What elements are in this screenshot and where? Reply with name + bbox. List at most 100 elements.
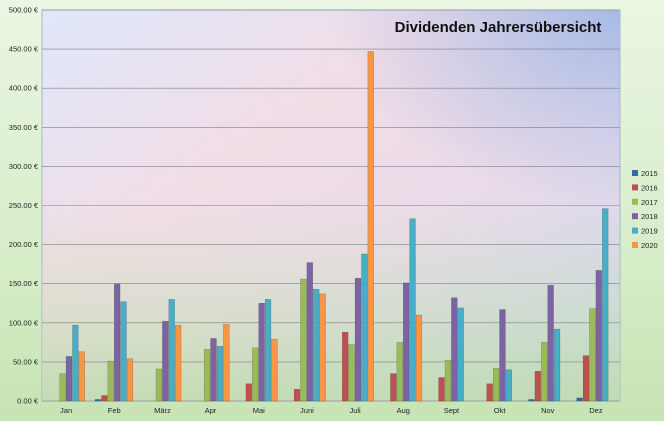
- bar-2016-Sept: [438, 377, 445, 402]
- bar-2018-Okt: [499, 309, 506, 402]
- bar-2016-Juli: [342, 331, 349, 402]
- x-category-label: Dez: [589, 406, 603, 415]
- bar-2017-Juni: [300, 278, 307, 402]
- bar-2019-Aug: [409, 218, 416, 402]
- bar-2018-Apr: [210, 338, 217, 402]
- x-category-label: Mai: [253, 406, 265, 415]
- bar-2016-Dez: [582, 355, 590, 402]
- bar-2018-Jan: [65, 356, 73, 402]
- x-category-label: Juni: [300, 406, 314, 415]
- bar-2017-Sept: [444, 360, 452, 402]
- bar-2018-Mai: [258, 303, 265, 402]
- bar-2018-Sept: [451, 297, 458, 402]
- y-tick-label: 500.00 €: [9, 6, 39, 15]
- bar-2016-Mai: [245, 383, 252, 402]
- bar-2017-Juli: [348, 344, 355, 402]
- bar-2017-März: [155, 368, 163, 402]
- bar-2020-Jan: [78, 351, 85, 402]
- y-tick-label: 150.00 €: [9, 279, 39, 288]
- x-axis-category-labels: Jan Feb März Apr Mai Juni Juli Aug Sept Okt Nov Dez: [60, 406, 603, 415]
- bar-2019-Okt: [505, 369, 512, 402]
- bar-2020-März: [175, 324, 182, 402]
- legend-swatch: [632, 170, 638, 176]
- bar-2017-Feb: [107, 360, 114, 402]
- bar-2019-Feb: [120, 301, 127, 402]
- bar-2020-Juli: [367, 51, 374, 402]
- x-category-label: Apr: [205, 406, 217, 415]
- bar-2019-Jan: [72, 324, 79, 402]
- bar-2016-Nov: [534, 371, 541, 402]
- bar-2020-Apr: [223, 324, 230, 402]
- legend-label: 2015: [641, 169, 658, 178]
- bar-2015-Nov: [528, 399, 535, 402]
- x-category-label: März: [154, 406, 171, 415]
- y-tick-label: 200.00 €: [9, 240, 39, 249]
- bars: [59, 51, 609, 402]
- legend-label: 2018: [641, 212, 658, 221]
- y-axis-tick-labels: 0.00 € 50.00 € 100.00 € 150.00 € 200.00 € 250…: [9, 6, 39, 406]
- gridlines: [42, 9, 620, 402]
- legend-label: 2017: [641, 198, 658, 207]
- bar-2019-Apr: [216, 346, 223, 402]
- legend: 2015 2016 2017 2018 2019 2020: [632, 169, 658, 250]
- bar-2016-Feb: [101, 395, 108, 402]
- legend-label: 2016: [641, 183, 658, 192]
- x-category-label: Okt: [494, 406, 507, 415]
- bar-2019-Mai: [264, 299, 272, 402]
- y-tick-label: 50.00 €: [13, 357, 39, 366]
- bar-2018-Juni: [306, 262, 313, 402]
- bar-2017-Nov: [541, 342, 548, 402]
- bar-2017-Mai: [252, 347, 259, 402]
- y-tick-label: 350.00 €: [9, 123, 39, 132]
- bar-2019-März: [168, 299, 175, 402]
- legend-swatch: [632, 184, 638, 191]
- bar-2016-Aug: [390, 373, 397, 402]
- x-category-label: Sept: [444, 406, 460, 415]
- y-tick-label: 0.00 €: [17, 397, 39, 406]
- bar-2018-März: [162, 321, 169, 402]
- legend-swatch: [632, 242, 638, 248]
- bar-2018-Dez: [595, 270, 602, 402]
- legend-swatch: [632, 227, 638, 234]
- bar-2018-Nov: [547, 285, 554, 402]
- bar-2019-Juni: [313, 288, 320, 402]
- bar-2016-Okt: [486, 383, 493, 402]
- bar-2015-Feb: [94, 399, 102, 402]
- x-category-label: Feb: [108, 406, 121, 415]
- bar-2017-Jan: [59, 373, 66, 402]
- bar-2018-Feb: [114, 283, 121, 402]
- chart-title: Dividenden Jahrersübersicht: [395, 19, 602, 36]
- bar-2020-Aug: [415, 314, 423, 402]
- bar-2019-Dez: [602, 208, 609, 402]
- bar-2016-Juni: [293, 389, 301, 402]
- x-category-label: Jan: [60, 406, 72, 415]
- bar-2017-Apr: [203, 349, 211, 402]
- x-category-label: Aug: [397, 406, 410, 415]
- legend-label: 2020: [641, 241, 658, 250]
- bar-2015-Dez: [576, 397, 583, 402]
- bar-2017-Dez: [589, 308, 596, 402]
- x-category-label: Juli: [349, 406, 361, 415]
- bar-2019-Nov: [553, 328, 561, 402]
- bar-2017-Okt: [492, 367, 500, 402]
- y-tick-label: 400.00 €: [9, 84, 39, 93]
- bar-2019-Juli: [361, 253, 368, 402]
- legend-swatch: [632, 198, 638, 205]
- y-tick-label: 250.00 €: [9, 201, 39, 210]
- plot-area-bottom-tint: [42, 200, 620, 401]
- bar-2018-Aug: [403, 282, 410, 402]
- legend-label: 2019: [641, 227, 658, 236]
- bar-2020-Juni: [319, 293, 326, 402]
- bar-2018-Juli: [354, 278, 362, 402]
- y-tick-label: 300.00 €: [9, 162, 39, 171]
- bar-2020-Feb: [126, 358, 134, 402]
- x-category-label: Nov: [541, 406, 555, 415]
- legend-swatch: [632, 213, 638, 220]
- bar-2017-Aug: [396, 342, 403, 402]
- y-tick-label: 100.00 €: [9, 318, 39, 327]
- bar-2020-Mai: [271, 339, 278, 402]
- y-tick-label: 450.00 €: [9, 45, 39, 54]
- bar-2019-Sept: [457, 307, 464, 402]
